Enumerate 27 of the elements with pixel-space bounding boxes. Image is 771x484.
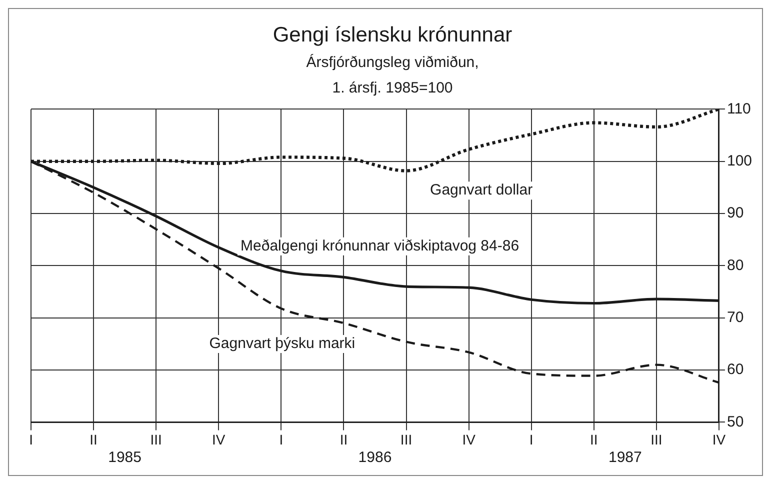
series-label: Gagnvart dollar: [430, 182, 533, 199]
y-tick-label: 70: [726, 309, 744, 326]
x-tick-label: III: [150, 431, 162, 448]
x-tick-label: III: [400, 431, 412, 448]
x-tick-label: II: [590, 431, 598, 448]
x-tick-label: IV: [212, 431, 226, 448]
x-tick-label: I: [29, 431, 33, 448]
x-tick-label: I: [529, 431, 534, 448]
y-tick-label: 100: [726, 152, 752, 170]
text: 1986: [358, 448, 392, 466]
y-tick-label: 80: [726, 256, 744, 274]
x-tick-label: IV: [462, 431, 476, 448]
text: 1985: [108, 448, 142, 466]
x-tick-label: III: [650, 431, 662, 448]
series-label: Gagnvart þýsku marki: [209, 335, 356, 352]
x-tick-label: II: [340, 431, 348, 448]
y-tick-label: 60: [726, 361, 744, 378]
x-tick-label: I: [279, 431, 284, 448]
y-tick-label: 90: [726, 204, 744, 222]
y-tick-label: 110: [726, 100, 751, 118]
chart-title: Gengi íslensku krónunnar: [272, 23, 512, 46]
text: 1987: [608, 448, 642, 466]
x-tick-label: IV: [712, 431, 726, 448]
y-tick-label: 50: [726, 413, 744, 430]
series-label: Meðalgengi krónunnar viðskiptavog 84-86: [240, 238, 520, 255]
chart-subtitle: Ársfjórðungsleg viðmiðun, 1. ársfj. 1985=100: [306, 53, 479, 97]
x-tick-label: II: [90, 431, 98, 448]
